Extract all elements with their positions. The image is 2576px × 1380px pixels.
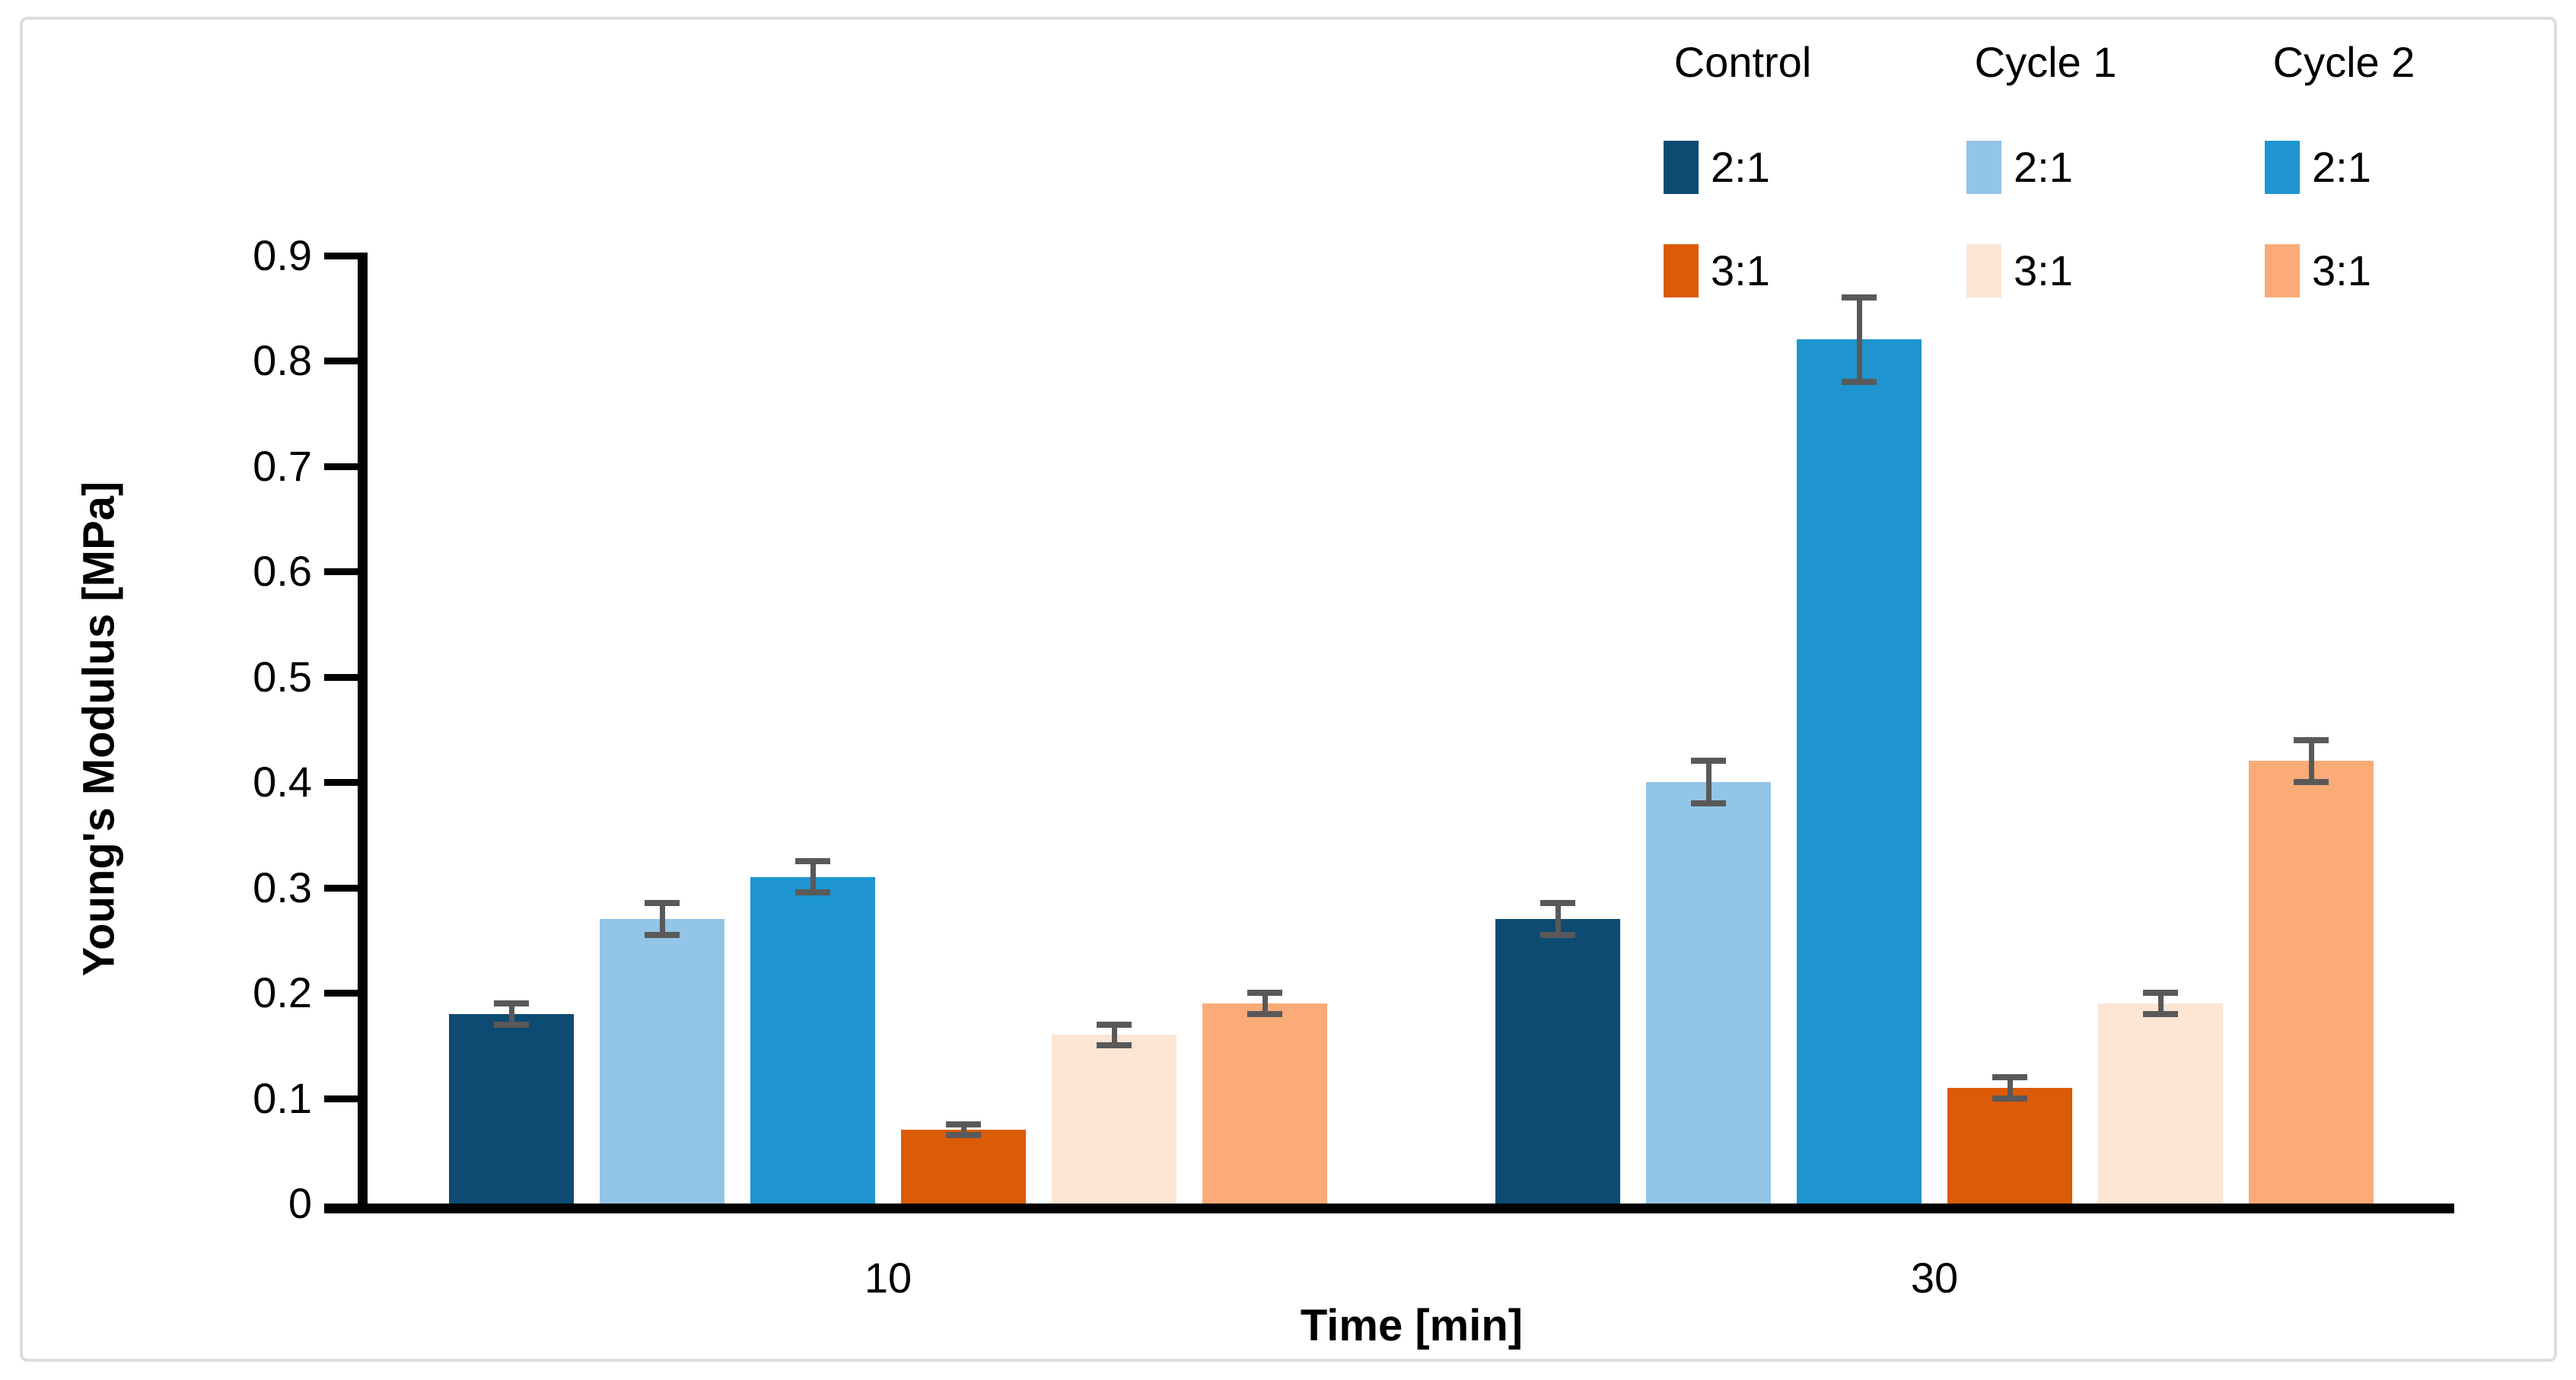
bar xyxy=(449,1013,574,1204)
legend-swatch-icon xyxy=(1966,244,2001,297)
legend-item: 2:1 xyxy=(1945,137,2073,198)
error-bar-line xyxy=(960,1124,966,1135)
y-tick-mark xyxy=(324,884,358,892)
y-tick-label: 0 xyxy=(288,1179,312,1227)
error-bar-line xyxy=(1262,993,1268,1014)
error-bar-cap-bottom xyxy=(1097,1042,1132,1049)
x-axis-line xyxy=(324,1204,2454,1213)
y-tick-label: 0.3 xyxy=(253,863,312,911)
legend-column: Cycle 1 2:1 3:1 xyxy=(1945,33,2146,297)
bar xyxy=(2249,761,2374,1204)
legend-item-label: 3:1 xyxy=(2312,246,2371,294)
error-bar-cap-bottom xyxy=(1992,1095,2027,1102)
legend-swatch-icon xyxy=(1664,141,1699,194)
y-tick-label: 0.6 xyxy=(253,547,312,595)
legend-item: 2:1 xyxy=(1642,137,1770,198)
error-bar-cap-top xyxy=(1097,1021,1132,1028)
y-tick-label: 0.2 xyxy=(253,968,312,1016)
error-bar-line xyxy=(2308,739,2314,782)
bar xyxy=(1495,919,1620,1204)
legend-item-label: 3:1 xyxy=(1711,246,1770,294)
y-axis-line xyxy=(358,253,368,1213)
bar xyxy=(600,919,724,1204)
error-bar-line xyxy=(1555,903,1561,935)
error-bar-cap-bottom xyxy=(1540,931,1575,938)
error-bar-line xyxy=(810,860,816,893)
error-bar-cap-top xyxy=(946,1121,981,1128)
bar xyxy=(750,876,875,1204)
legend-item: 3:1 xyxy=(1642,240,1770,301)
bar xyxy=(1947,1087,2072,1204)
error-bar-cap-top xyxy=(795,857,830,864)
error-bar-cap-top xyxy=(1247,990,1282,996)
error-bar-cap-bottom xyxy=(1691,800,1726,806)
legend-item-label: 3:1 xyxy=(2014,246,2073,294)
error-bar-cap-top xyxy=(1842,294,1877,300)
legend-item: 3:1 xyxy=(1945,240,2073,301)
legend-header: Control xyxy=(1673,38,1812,86)
bar xyxy=(2098,1003,2223,1204)
error-bar-cap-top xyxy=(2143,990,2178,996)
error-bar-cap-top xyxy=(1992,1073,2027,1080)
error-bar-cap-top xyxy=(645,900,680,907)
plot-area xyxy=(358,256,2454,1204)
y-tick-label: 0.1 xyxy=(253,1073,312,1122)
error-bar-line xyxy=(508,1003,514,1025)
y-tick-mark xyxy=(324,673,358,681)
legend-swatch-icon xyxy=(1966,141,2001,194)
legend-item-label: 2:1 xyxy=(2014,143,2073,191)
legend-column: Cycle 2 2:1 3:1 xyxy=(2243,33,2444,297)
x-axis-title: Time [min] xyxy=(1300,1301,1524,1350)
y-tick-mark xyxy=(324,779,358,786)
error-bar-line xyxy=(1705,761,1711,803)
error-bar-cap-top xyxy=(1691,758,1726,765)
error-bar-cap-bottom xyxy=(645,931,680,938)
error-bar-cap-top xyxy=(1540,900,1575,907)
legend-item: 2:1 xyxy=(2243,137,2371,198)
legend-swatch-icon xyxy=(2265,141,2300,194)
legend-item-label: 2:1 xyxy=(2312,143,2371,191)
y-tick-mark xyxy=(324,463,358,470)
error-bar-cap-bottom xyxy=(946,1131,981,1138)
error-bar-line xyxy=(1111,1024,1117,1046)
error-bar-cap-bottom xyxy=(2294,779,2329,785)
y-tick-label: 0.7 xyxy=(253,441,312,490)
bar xyxy=(1052,1035,1177,1204)
error-bar-line xyxy=(659,903,665,935)
legend-column: Control 2:1 3:1 xyxy=(1642,33,1843,297)
legend-item-label: 2:1 xyxy=(1711,143,1770,191)
y-tick-label: 0.4 xyxy=(253,758,312,806)
y-tick-mark xyxy=(324,568,358,575)
bar xyxy=(1646,782,1771,1204)
error-bar-line xyxy=(2007,1076,2013,1099)
y-tick-label: 0.9 xyxy=(253,231,312,279)
bar xyxy=(1202,1003,1327,1204)
error-bar-cap-bottom xyxy=(494,1021,529,1028)
error-bar-cap-top xyxy=(494,1000,529,1006)
error-bar-line xyxy=(2157,993,2164,1014)
bar xyxy=(1797,339,1922,1204)
y-tick-mark xyxy=(324,990,358,997)
error-bar-cap-bottom xyxy=(1842,378,1877,385)
bar xyxy=(901,1130,1026,1204)
legend-swatch-icon xyxy=(2265,244,2300,297)
x-category-label: 30 xyxy=(1910,1254,1959,1302)
error-bar-cap-top xyxy=(2294,736,2329,743)
y-tick-mark xyxy=(324,358,358,364)
error-bar-cap-bottom xyxy=(1247,1010,1282,1017)
y-tick-label: 0.5 xyxy=(253,652,312,701)
legend-item: 3:1 xyxy=(2243,240,2371,301)
error-bar-cap-bottom xyxy=(2143,1010,2178,1017)
x-category-label: 10 xyxy=(864,1254,912,1302)
error-bar-cap-bottom xyxy=(795,889,830,896)
legend-header: Cycle 2 xyxy=(2272,38,2415,86)
error-bar-line xyxy=(1856,297,1862,382)
legend-swatch-icon xyxy=(1664,244,1699,297)
y-tick-label: 0.8 xyxy=(253,336,312,384)
legend-header: Cycle 1 xyxy=(1974,38,2117,86)
y-tick-mark xyxy=(324,1095,358,1102)
y-tick-mark xyxy=(324,252,358,259)
